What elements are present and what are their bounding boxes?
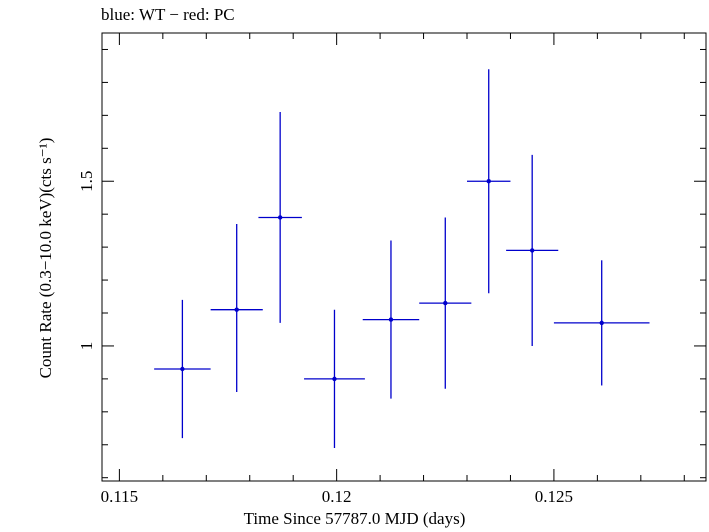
y-tick-label: 1 <box>77 342 96 351</box>
data-point <box>332 376 337 382</box>
x-tick-label: 0.12 <box>322 487 352 506</box>
data-point <box>599 320 604 326</box>
plot-frame <box>101 32 707 482</box>
data-point <box>529 248 535 253</box>
y-axis-label: Count Rate (0.3−10.0 keV)(cts s⁻¹) <box>36 137 55 379</box>
data-point <box>180 366 185 372</box>
data-point <box>234 307 239 312</box>
x-axis-label: Time Since 57787.0 MJD (days) <box>243 509 466 528</box>
data-point <box>277 215 283 220</box>
data-point <box>486 179 491 184</box>
chart-title: blue: WT − red: PC <box>101 5 235 24</box>
x-tick-label: 0.115 <box>101 487 139 506</box>
y-tick-label: 1.5 <box>77 171 96 192</box>
data-point <box>443 300 448 306</box>
data-point <box>388 317 394 322</box>
x-tick-label: 0.125 <box>535 487 573 506</box>
